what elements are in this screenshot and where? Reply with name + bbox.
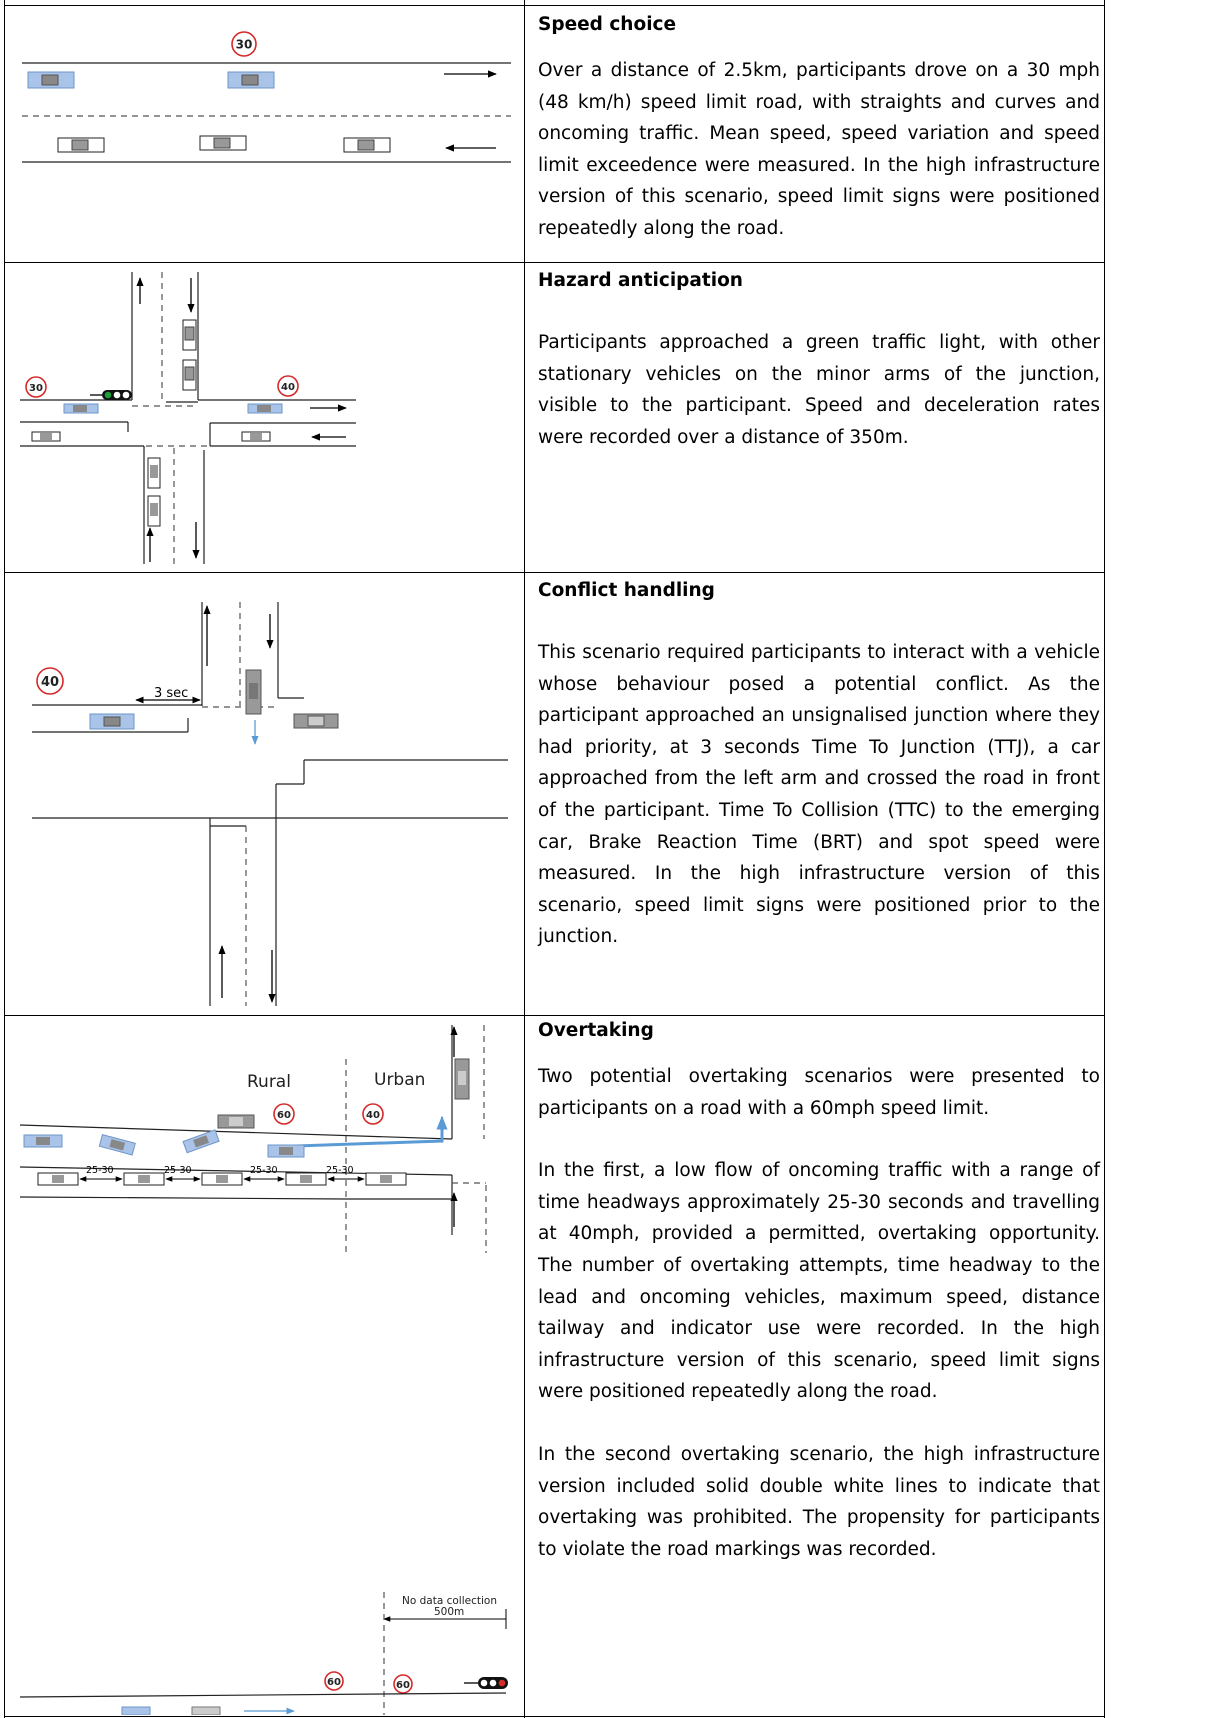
gap-label: 3 sec bbox=[154, 686, 188, 701]
table-border-left bbox=[4, 0, 5, 1718]
speed-limit-value: 30 bbox=[29, 383, 43, 394]
table-border-right bbox=[1104, 0, 1105, 1718]
headway-label: 25-30 bbox=[250, 1165, 278, 1176]
stationary-car bbox=[147, 495, 161, 527]
speed-limit-value: 40 bbox=[41, 675, 59, 690]
speed-limit-sign: 30 bbox=[231, 31, 257, 57]
headway-gap: 25-30 bbox=[79, 1165, 123, 1182]
distance-label: 500m bbox=[434, 1606, 464, 1618]
table-border-bottom bbox=[4, 1716, 1105, 1717]
oncoming-car bbox=[37, 1172, 79, 1186]
stationary-car bbox=[454, 1058, 470, 1100]
stationary-car bbox=[147, 457, 161, 489]
oncoming-car bbox=[241, 431, 271, 442]
overtaking-cell: Overtaking Two potential overtaking scen… bbox=[538, 1016, 1100, 1565]
traffic-light-red bbox=[464, 1677, 508, 1689]
overtaking-heading: Overtaking bbox=[538, 1020, 654, 1041]
column-divider bbox=[524, 0, 525, 1718]
oncoming-car bbox=[199, 135, 247, 151]
time-to-junction-gap: 3 sec bbox=[135, 686, 201, 704]
headway-gap: 25-30 bbox=[164, 1165, 201, 1182]
conflict-handling-cell: Conflict handling This scenario required… bbox=[538, 576, 1100, 953]
speed-limit-sign: 60 bbox=[324, 1671, 344, 1691]
conflict-handling-heading: Conflict handling bbox=[538, 580, 715, 601]
stationary-car bbox=[182, 319, 197, 351]
participant-car-manoeuvre bbox=[98, 1133, 136, 1156]
conflict-handling-diagram: 40 3 sec bbox=[32, 602, 508, 1006]
speed-limit-sign: 60 bbox=[393, 1674, 413, 1694]
speed-limit-sign: 40 bbox=[362, 1103, 384, 1125]
emerging-car bbox=[245, 669, 262, 715]
hazard-anticipation-heading: Hazard anticipation bbox=[538, 270, 743, 291]
hazard-anticipation-cell: Hazard anticipation Participants approac… bbox=[538, 266, 1100, 453]
speed-choice-heading: Speed choice bbox=[538, 14, 677, 35]
participant-car bbox=[89, 713, 135, 730]
conflict-handling-description: This scenario required participants to i… bbox=[538, 642, 1100, 948]
speed-choice-diagram: 30 bbox=[22, 31, 511, 163]
participant-car bbox=[23, 1134, 63, 1148]
row-divider-2 bbox=[4, 572, 1105, 573]
speed-limit-sign: 40 bbox=[277, 375, 299, 397]
overtaking-intro: Two potential overtaking scenarios were … bbox=[538, 1066, 1100, 1119]
oncoming-car bbox=[57, 137, 105, 153]
oncoming-car bbox=[365, 1172, 407, 1186]
lead-car bbox=[217, 1114, 255, 1129]
headway-label: 25-30 bbox=[164, 1165, 192, 1176]
speed-limit-value: 60 bbox=[327, 1677, 341, 1688]
participant-car bbox=[121, 1706, 151, 1715]
headway-gap: 25-30 bbox=[243, 1165, 285, 1182]
speed-limit-sign: 30 bbox=[25, 376, 47, 398]
oncoming-car bbox=[343, 137, 391, 153]
traffic-light-green bbox=[90, 390, 132, 400]
speed-limit-value: 40 bbox=[281, 382, 295, 393]
lead-car bbox=[227, 71, 275, 89]
oncoming-car bbox=[123, 1172, 165, 1186]
participant-car-manoeuvre bbox=[182, 1129, 220, 1154]
oncoming-car bbox=[201, 1172, 243, 1186]
oncoming-car bbox=[293, 713, 339, 729]
hazard-anticipation-diagram: 30 40 bbox=[20, 272, 356, 564]
participant-car bbox=[267, 1144, 305, 1158]
speed-choice-description: Over a distance of 2.5km, participants d… bbox=[538, 60, 1100, 239]
row-divider-1 bbox=[4, 262, 1105, 263]
row-divider-3 bbox=[4, 1015, 1105, 1016]
zone-label-urban: Urban bbox=[374, 1070, 425, 1090]
participant-car bbox=[27, 71, 75, 89]
overtaking-first-scenario: In the first, a low flow of oncoming tra… bbox=[538, 1160, 1100, 1403]
headway-label: 25-30 bbox=[86, 1165, 114, 1176]
hazard-anticipation-description: Participants approached a green traffic … bbox=[538, 332, 1100, 448]
participant-car bbox=[63, 403, 99, 414]
speed-limit-value: 60 bbox=[277, 1110, 291, 1121]
oncoming-car bbox=[31, 431, 61, 442]
lead-car bbox=[247, 403, 283, 414]
overtaking-diagram: Rural Urban 60 40 bbox=[19, 1025, 508, 1715]
zone-label-rural: Rural bbox=[247, 1072, 291, 1092]
speed-limit-sign: 60 bbox=[273, 1103, 295, 1125]
headway-gap: 25-30 bbox=[326, 1165, 365, 1182]
overtaking-second-scenario: In the second overtaking scenario, the h… bbox=[538, 1443, 1100, 1560]
speed-limit-value: 60 bbox=[396, 1680, 410, 1691]
lead-car bbox=[191, 1706, 221, 1715]
speed-limit-value: 30 bbox=[236, 38, 253, 52]
headway-label: 25-30 bbox=[326, 1165, 354, 1176]
table-border-top bbox=[4, 5, 1105, 6]
oncoming-car bbox=[285, 1172, 327, 1186]
stationary-car bbox=[182, 359, 197, 391]
no-data-label: No data collection bbox=[402, 1595, 497, 1607]
speed-choice-cell: Speed choice Over a distance of 2.5km, p… bbox=[538, 10, 1100, 245]
speed-limit-sign: 40 bbox=[36, 667, 64, 695]
overtaking-path bbox=[295, 1121, 444, 1148]
speed-limit-value: 40 bbox=[366, 1110, 380, 1121]
